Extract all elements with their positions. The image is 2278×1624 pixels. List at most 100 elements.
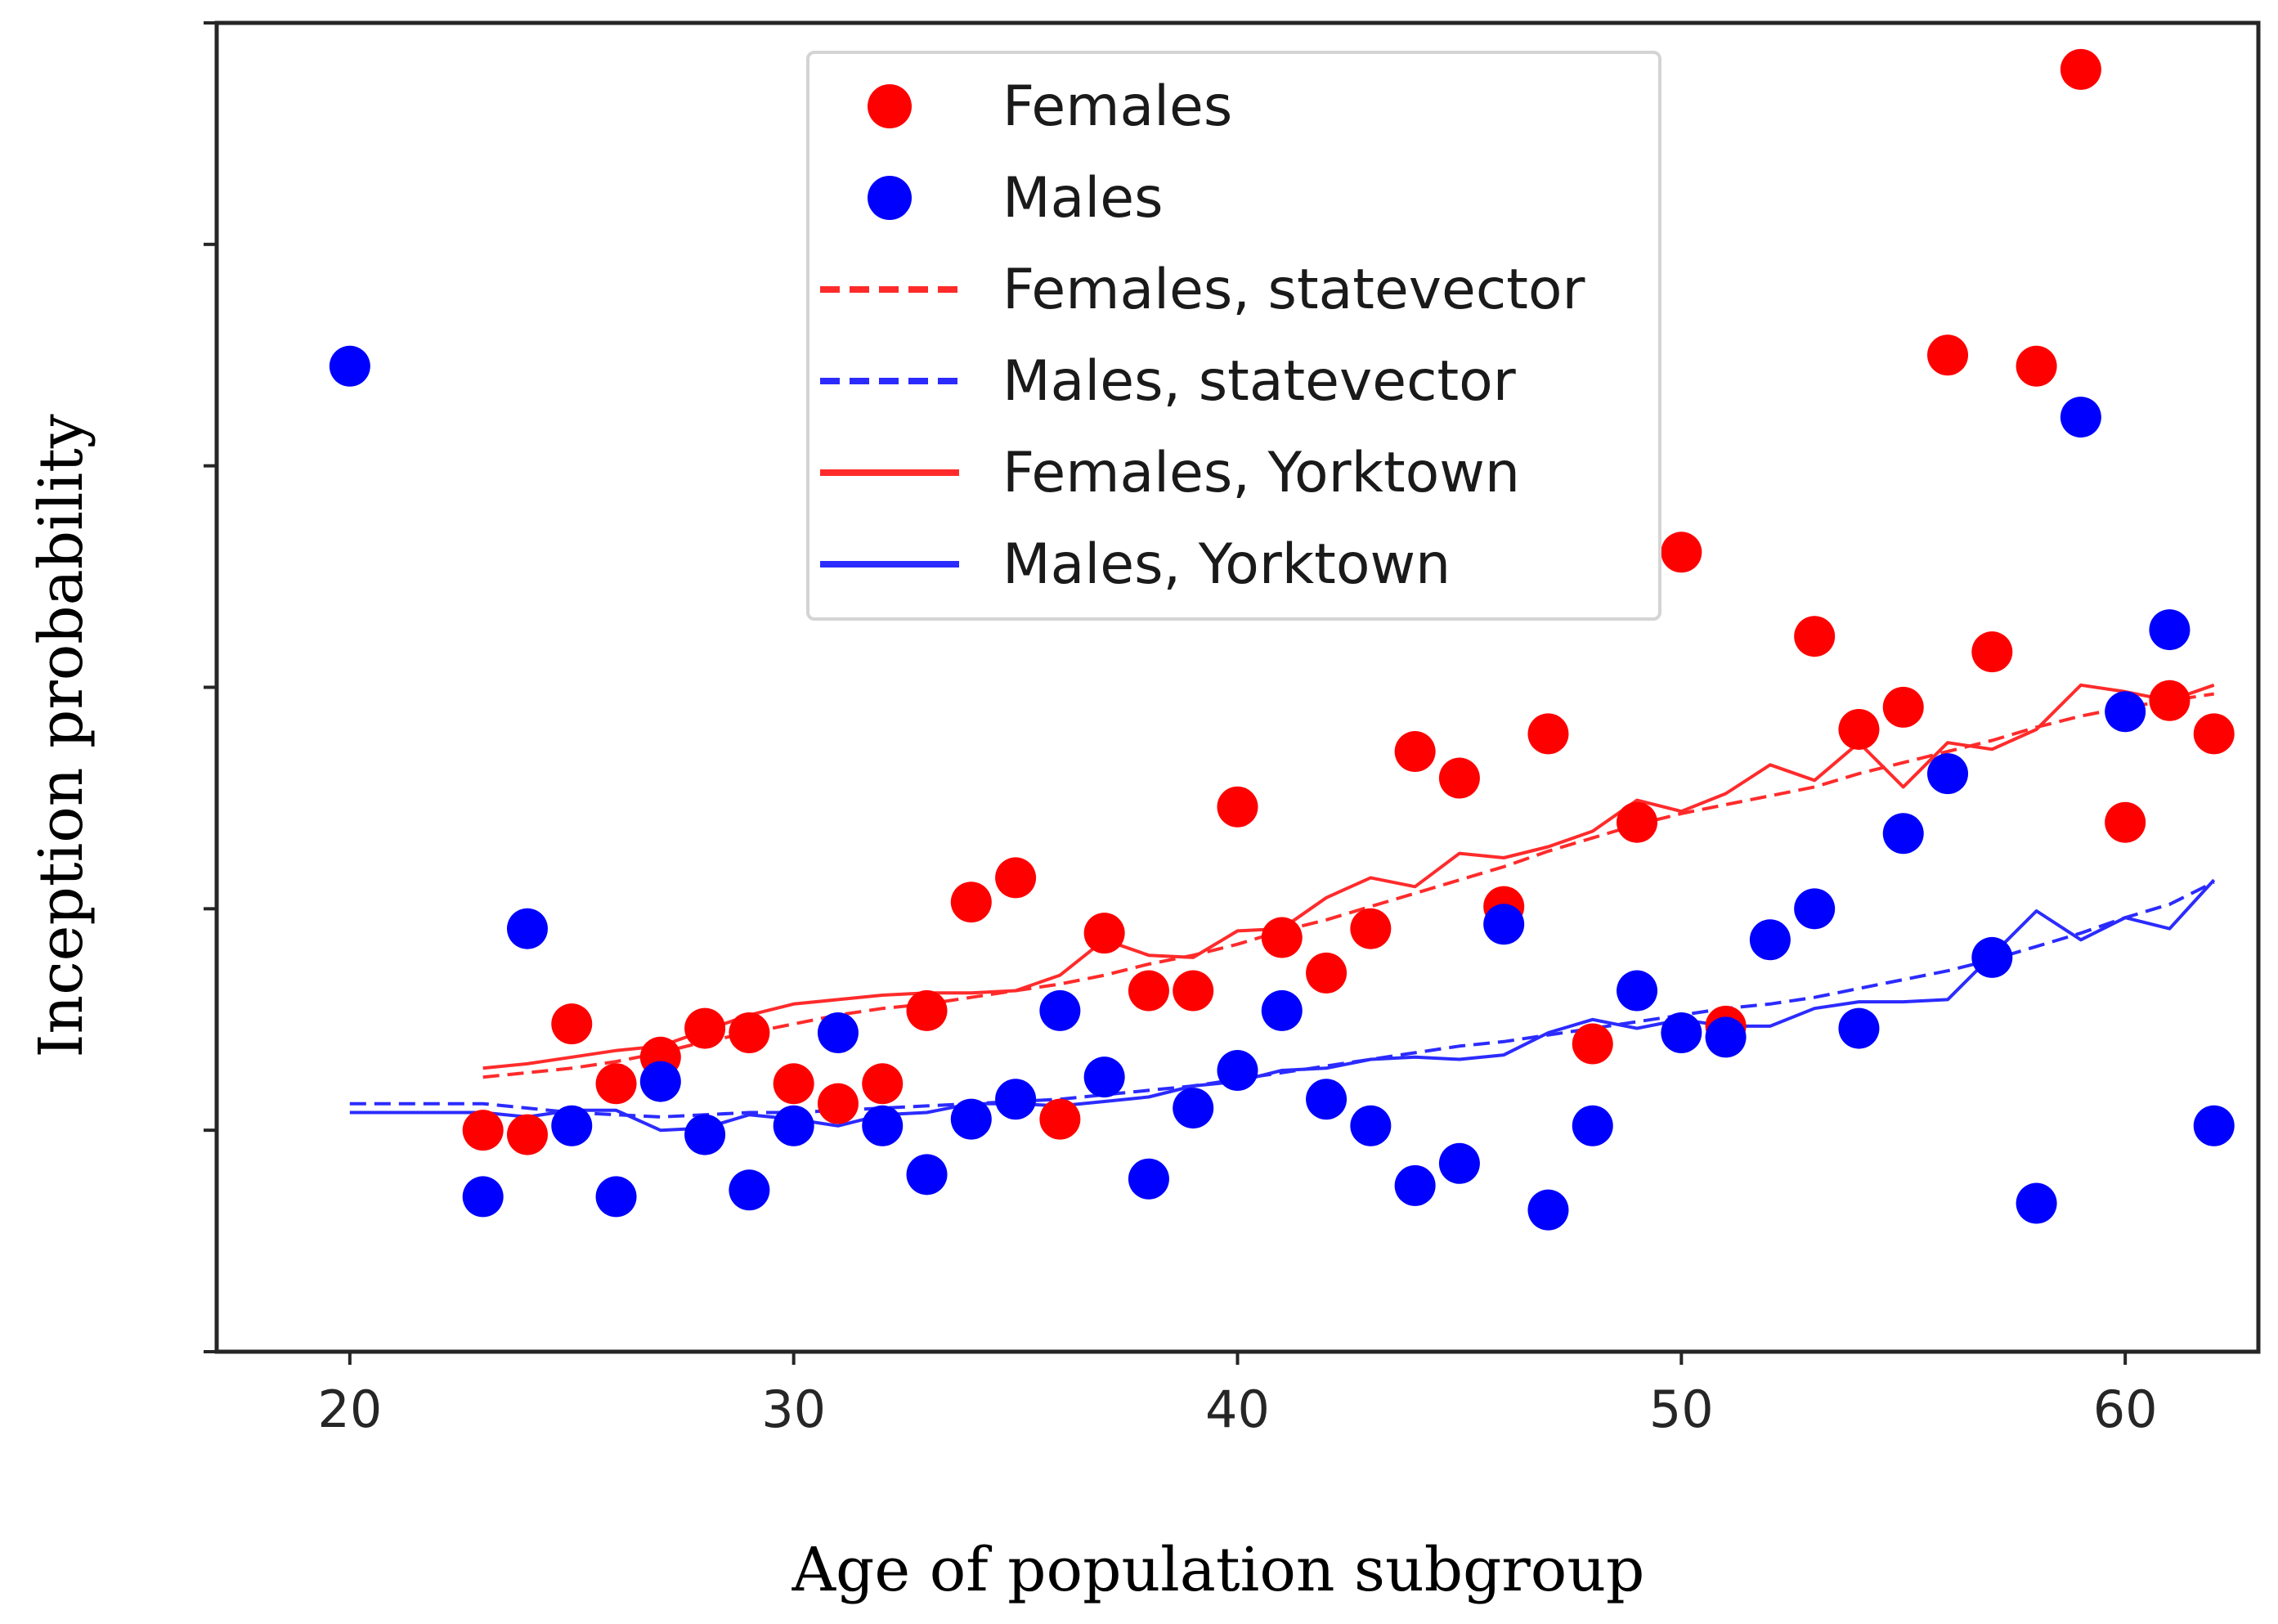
legend-label-males-statevector: Males, statevector (1002, 349, 1516, 414)
point-females (2149, 680, 2191, 721)
point-males (329, 345, 370, 387)
point-males (1527, 1189, 1569, 1231)
point-males (2193, 1105, 2235, 1146)
point-females (729, 1012, 770, 1053)
point-males (906, 1154, 948, 1196)
point-males (862, 1105, 904, 1146)
point-males (1705, 1016, 1747, 1058)
line-females-yorktown (482, 683, 2215, 1070)
point-females (1617, 801, 1658, 843)
point-females (1306, 952, 1348, 994)
x-tick-label: 20 (317, 1380, 382, 1439)
point-females (2105, 801, 2146, 843)
point-males (2149, 609, 2191, 651)
legend-label-females-yorktown: Females, Yorktown (1002, 441, 1520, 505)
legend-label-males: Males (1002, 166, 1164, 231)
point-males (639, 1061, 681, 1102)
chart-points (329, 48, 2235, 1231)
line-females-statevector (482, 692, 2214, 1079)
x-tick-label: 60 (2093, 1380, 2158, 1439)
x-tick-label: 30 (761, 1380, 826, 1439)
point-males (1971, 936, 2013, 978)
point-males (2060, 397, 2101, 438)
point-females (1083, 913, 1125, 954)
point-males (2105, 691, 2146, 733)
line-males-statevector (349, 881, 2215, 1119)
point-females (1794, 616, 1836, 657)
point-females (1217, 786, 1258, 828)
point-males (506, 908, 548, 949)
point-females (1039, 1098, 1081, 1140)
legend-label-males-yorktown: Males, Yorktown (1002, 532, 1451, 597)
point-males (1394, 1164, 1436, 1206)
point-females (773, 1063, 814, 1105)
x-tick-label: 40 (1205, 1380, 1270, 1439)
point-males (1572, 1105, 1613, 1146)
point-males (995, 1079, 1037, 1120)
point-males (773, 1105, 814, 1146)
point-males (1306, 1079, 1348, 1120)
point-males (950, 1098, 992, 1140)
point-females (506, 1114, 548, 1155)
point-males (817, 1012, 859, 1053)
legend-label-females-statevector: Females, statevector (1002, 258, 1585, 322)
point-males (1217, 1050, 1258, 1092)
x-ticks: 20 30 40 50 60 (317, 1352, 2158, 1439)
legend-box (806, 51, 1661, 621)
point-males (1438, 1142, 1480, 1184)
point-males (1039, 989, 1081, 1031)
point-females (462, 1110, 504, 1151)
chart-lines (349, 683, 2216, 1133)
point-females (1394, 731, 1436, 773)
point-females (1661, 532, 1702, 573)
point-females (1173, 970, 1214, 1012)
line-males-yorktown (349, 878, 2216, 1133)
point-males (1083, 1056, 1125, 1098)
y-axis-label: Inception probability (26, 414, 96, 1058)
point-males (462, 1176, 504, 1218)
point-females (1927, 334, 1969, 376)
point-males (2016, 1182, 2057, 1224)
point-males (1483, 904, 1525, 945)
point-females (2016, 345, 2057, 387)
x-axis-label: Age of population subgroup (791, 1535, 1645, 1605)
point-males (1661, 1012, 1702, 1053)
point-females (1971, 631, 2013, 673)
point-males (1749, 919, 1791, 961)
point-males (684, 1114, 726, 1155)
point-females (1838, 708, 1880, 750)
point-females (906, 989, 948, 1031)
point-females (1128, 970, 1169, 1012)
point-males (1927, 753, 1969, 795)
point-males (551, 1105, 593, 1146)
point-females (862, 1063, 904, 1105)
point-males (1882, 813, 1924, 855)
point-females (995, 857, 1037, 899)
legend-marker-males (868, 176, 912, 220)
point-males (1128, 1158, 1169, 1200)
point-females (2193, 713, 2235, 755)
point-females (1882, 686, 1924, 728)
point-females (950, 882, 992, 923)
point-males (729, 1169, 770, 1211)
point-females (1438, 757, 1480, 799)
point-females (1350, 908, 1392, 949)
point-males (1173, 1088, 1214, 1129)
point-females (595, 1063, 637, 1105)
point-females (551, 1003, 593, 1045)
legend-marker-females (868, 84, 912, 128)
point-males (1838, 1007, 1880, 1049)
point-females (684, 1007, 726, 1049)
point-males (1261, 989, 1303, 1031)
point-females (1261, 917, 1303, 958)
point-males (595, 1176, 637, 1218)
point-females (1572, 1023, 1613, 1065)
y-ticks (204, 21, 217, 1353)
point-males (1617, 970, 1658, 1012)
legend: Females Males Females, statevector Males, s… (806, 51, 1661, 621)
point-females (817, 1083, 859, 1124)
point-females (1527, 713, 1569, 755)
point-females (2060, 48, 2101, 90)
legend-label-females: Females (1002, 74, 1232, 139)
